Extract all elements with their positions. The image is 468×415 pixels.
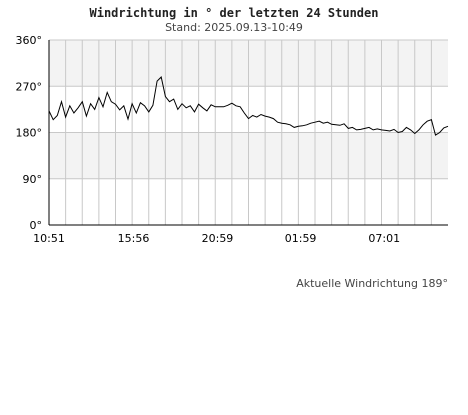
x-tick-label: 01:59	[285, 232, 317, 245]
chart-subtitle: Stand: 2025.09.13-10:49	[165, 21, 303, 34]
x-tick-label: 10:51	[33, 232, 65, 245]
chart-title: Windrichtung in ° der letzten 24 Stunden	[89, 6, 379, 20]
current-direction-value: 189°	[421, 277, 449, 290]
current-direction-readout: Aktuelle Windrichtung 189°	[296, 277, 448, 290]
y-tick-label: 0°	[30, 219, 43, 232]
wind-direction-series-line	[48, 75, 449, 136]
current-direction-label: Aktuelle Windrichtung	[296, 277, 418, 290]
x-tick-label: 20:59	[202, 232, 234, 245]
y-tick-label: 360°	[16, 34, 43, 47]
y-tick-label: 270°	[16, 80, 43, 93]
y-tick-label: 180°	[16, 127, 43, 140]
y-tick-label: 90°	[23, 173, 43, 186]
x-tick-label: 15:56	[118, 232, 150, 245]
x-tick-label: 07:01	[368, 232, 400, 245]
